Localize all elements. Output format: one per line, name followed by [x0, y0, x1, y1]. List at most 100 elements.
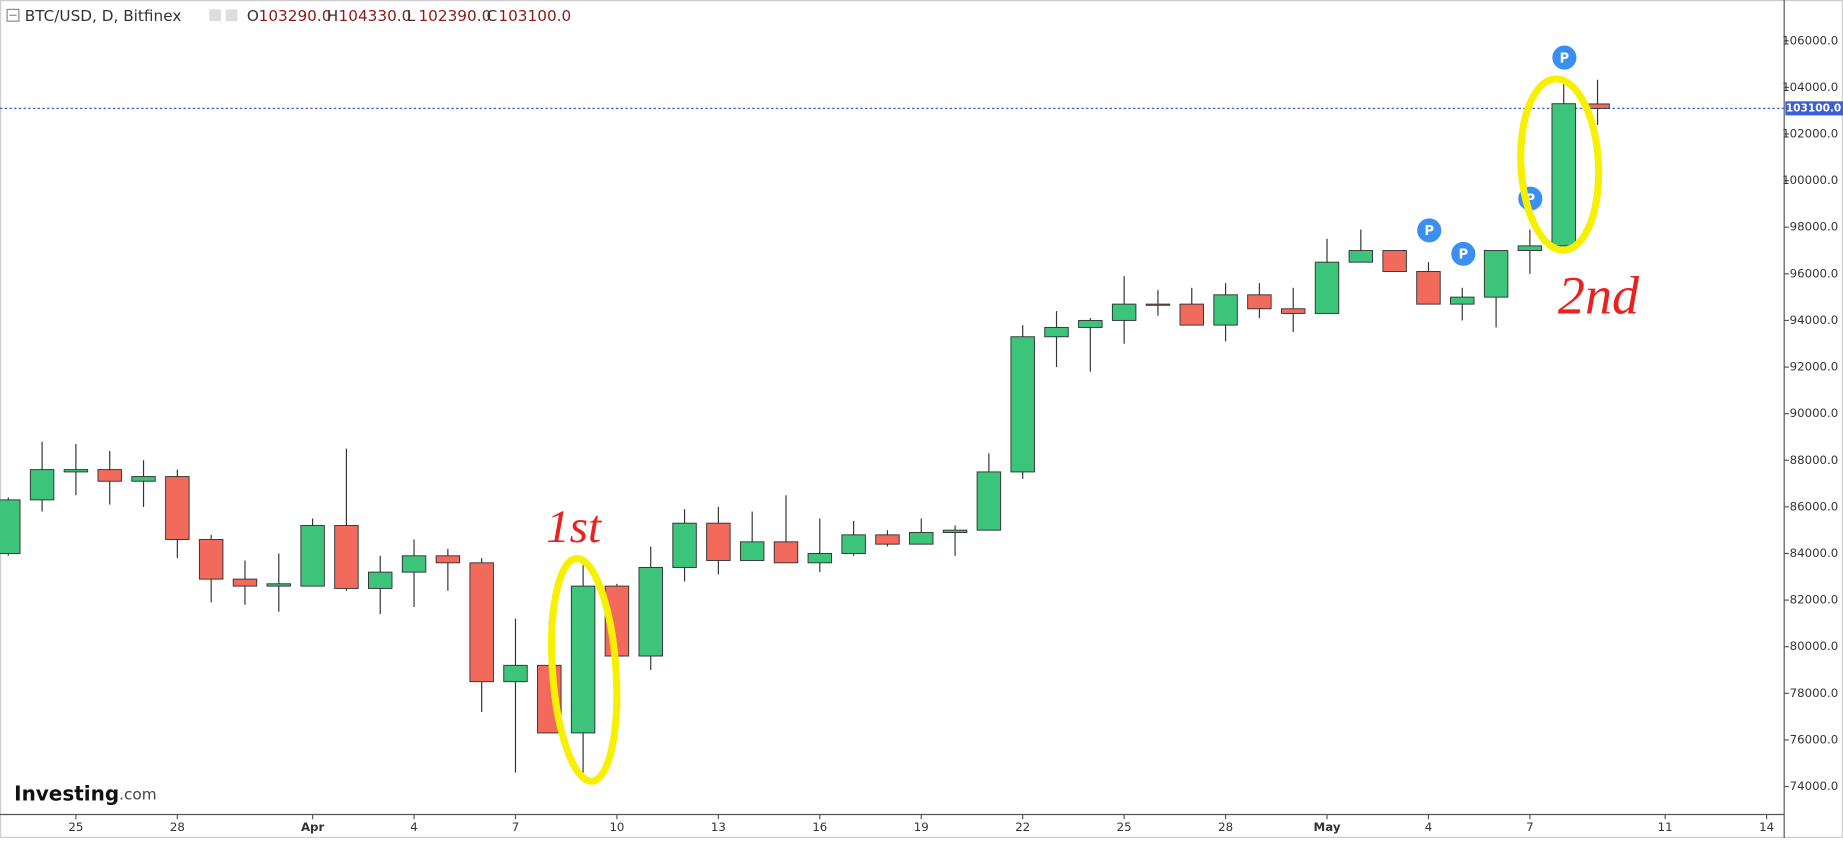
y-tick-label: 102000.0 — [1782, 127, 1838, 141]
candle-body — [1314, 261, 1340, 314]
y-tick-label: 106000.0 — [1782, 33, 1838, 47]
candle-body — [1551, 103, 1576, 247]
candle-body — [198, 539, 224, 580]
candle-body — [165, 476, 190, 540]
candle-body — [300, 525, 325, 587]
x-tick-label: 7 — [512, 820, 519, 834]
event-marker-label: P — [1560, 51, 1569, 66]
logo-suffix: .com — [119, 785, 156, 803]
candle-body — [1348, 250, 1374, 263]
x-tick-label: 28 — [1218, 820, 1233, 834]
candle-body — [1483, 250, 1509, 298]
y-tick-label: 86000.0 — [1790, 499, 1839, 513]
ohlc-header: O 103290.0H 104330.0L 102390.0C 103100.0 — [247, 7, 571, 25]
candle-body — [401, 555, 427, 573]
x-tick-label: 16 — [812, 820, 827, 834]
x-tick-label: 25 — [1117, 820, 1132, 834]
y-tick-label: 74000.0 — [1790, 779, 1839, 793]
candle-body — [1044, 326, 1069, 338]
candle-body — [1382, 250, 1407, 272]
event-marker-label: P — [1459, 248, 1468, 263]
candle-body — [942, 529, 968, 533]
candle-body — [1111, 303, 1137, 321]
y-tick-label: 94000.0 — [1790, 313, 1839, 327]
event-marker-label: P — [1425, 224, 1434, 239]
y-tick-label: 96000.0 — [1790, 266, 1839, 280]
ohlc-value: 102390.0 — [418, 7, 491, 25]
x-tick-label: 22 — [1015, 820, 1030, 834]
annotation: 2nd — [1558, 265, 1640, 325]
event-marker — [1449, 240, 1478, 268]
x-tick-label: 19 — [914, 820, 929, 834]
candle-body — [1078, 319, 1103, 328]
settings-icon[interactable] — [209, 9, 222, 22]
candle-body — [63, 469, 89, 473]
y-tick-label: 88000.0 — [1790, 453, 1839, 467]
candle-body — [1145, 303, 1171, 306]
candle-body — [672, 522, 697, 568]
y-tick-label: 90000.0 — [1790, 406, 1839, 420]
candle-body — [97, 469, 122, 482]
candle-body — [131, 476, 156, 482]
ohlc-key: H — [327, 7, 338, 25]
x-tick-label: 7 — [1526, 820, 1533, 834]
close-icon[interactable] — [225, 9, 238, 22]
x-tick-label: 4 — [1425, 820, 1432, 834]
candle-body — [976, 471, 1002, 531]
candle-body — [909, 532, 934, 545]
y-tick-label: 78000.0 — [1790, 686, 1839, 700]
x-tick-label: May — [1314, 820, 1341, 834]
y-tick-label: 84000.0 — [1790, 546, 1839, 560]
candle-body — [435, 555, 461, 564]
ohlc-value: 103100.0 — [498, 7, 571, 25]
candle-body — [1280, 308, 1306, 314]
candle-body — [1517, 245, 1543, 251]
x-tick-label: 28 — [170, 820, 185, 834]
logo-name: Investing — [14, 781, 119, 805]
price-tag-label: 103100.0 — [1786, 102, 1841, 114]
x-tick-label: 13 — [711, 820, 726, 834]
candle-body — [334, 525, 359, 589]
price-tag — [1785, 101, 1843, 116]
event-marker — [1550, 43, 1579, 72]
candle-body — [1179, 303, 1204, 326]
y-tick-label: 98000.0 — [1790, 220, 1839, 234]
collapse-icon[interactable] — [6, 8, 20, 22]
event-marker — [1415, 216, 1444, 245]
y-tick-label: 104000.0 — [1782, 80, 1838, 94]
ohlc-value: 104330.0 — [339, 7, 412, 25]
candle-body — [0, 499, 21, 554]
candle-body — [368, 571, 393, 589]
candle-body — [503, 664, 528, 683]
annotation: 1st — [546, 501, 602, 553]
symbol: BTC/USD, D, Bitfinex — [25, 7, 182, 25]
x-tick-label: 25 — [68, 820, 83, 834]
y-tick-label: 80000.0 — [1790, 639, 1839, 653]
highlight-2 — [1517, 75, 1603, 254]
event-marker-label: P — [1526, 192, 1535, 207]
candle-body — [232, 578, 258, 587]
candle-body — [1450, 296, 1475, 305]
candle-body — [638, 566, 663, 657]
candle-body — [841, 534, 866, 554]
candle-body — [469, 562, 494, 683]
candle-body — [29, 469, 55, 501]
candle-body — [1416, 271, 1441, 305]
ohlc-key: L — [407, 7, 416, 25]
candle-body — [807, 553, 833, 564]
candle-body — [1010, 336, 1035, 473]
ohlc-key: O — [247, 7, 259, 25]
candle-body — [706, 522, 731, 561]
candle-body — [570, 585, 596, 734]
candle-body — [739, 541, 765, 561]
x-tick-label: 14 — [1759, 820, 1774, 834]
x-tick-label: 10 — [609, 820, 624, 834]
ohlc-value: 103290.0 — [259, 7, 332, 25]
x-tick-label: 4 — [410, 820, 417, 834]
y-tick-label: 76000.0 — [1790, 732, 1839, 746]
candle-body — [1213, 294, 1238, 326]
y-tick-label: 100000.0 — [1782, 173, 1838, 187]
x-tick-label: Apr — [301, 820, 325, 834]
